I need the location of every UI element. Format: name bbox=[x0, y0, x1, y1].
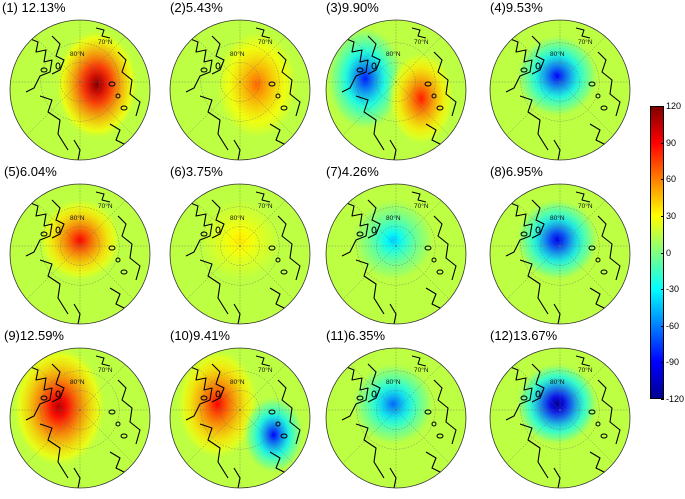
anomaly-blob bbox=[242, 395, 305, 474]
polar-map: 80°N 70°N bbox=[169, 19, 311, 161]
anomaly-blob bbox=[387, 50, 455, 146]
polar-map: 80°N 70°N bbox=[9, 19, 151, 161]
map-panel-12: (12)13.67% 80°N 70°N bbox=[480, 328, 640, 494]
latitude-label-secondary: 70°N bbox=[578, 38, 593, 46]
map-panel-2: (2)5.43% 80°N 70°N bbox=[160, 0, 320, 166]
colorbar-tick bbox=[661, 289, 664, 290]
polar-map: 80°N 70°N bbox=[325, 347, 467, 489]
polar-map: 80°N 70°N bbox=[489, 183, 631, 325]
latitude-label: 80°N bbox=[386, 378, 401, 386]
latitude-label-secondary: 70°N bbox=[258, 38, 273, 46]
panel-title: (11)6.35% bbox=[326, 328, 386, 343]
panel-title: (8)6.95% bbox=[490, 164, 543, 179]
latitude-label-secondary: 70°N bbox=[98, 202, 113, 210]
colorbar-tick bbox=[661, 143, 664, 144]
colorbar-tick-label: -60 bbox=[666, 320, 680, 331]
panel-title: (5)6.04% bbox=[4, 164, 57, 179]
latitude-label: 80°N bbox=[550, 50, 565, 58]
anomaly-blob bbox=[214, 28, 299, 141]
latitude-label-secondary: 70°N bbox=[578, 366, 593, 374]
latitude-label: 80°N bbox=[386, 50, 401, 58]
latitude-label-secondary: 70°N bbox=[258, 202, 273, 210]
colorbar-tick-label: -120 bbox=[666, 394, 685, 404]
latitude-label: 80°N bbox=[70, 50, 85, 58]
colorbar-gradient bbox=[650, 106, 664, 399]
anomaly-blob bbox=[326, 25, 405, 132]
panel-title: (6)3.75% bbox=[170, 164, 223, 179]
latitude-label-secondary: 70°N bbox=[414, 38, 429, 46]
latitude-label-secondary: 70°N bbox=[414, 202, 429, 210]
colorbar-tick bbox=[661, 216, 664, 217]
colorbar-tick bbox=[661, 362, 664, 363]
map-panel-10: (10)9.41% 80°N 70°N bbox=[160, 328, 320, 494]
panel-title: (9)12.59% bbox=[4, 328, 64, 343]
anomaly-blob bbox=[515, 34, 600, 118]
latitude-label-secondary: 70°N bbox=[258, 366, 273, 374]
panel-title: (3)9.90% bbox=[326, 0, 379, 15]
latitude-label: 80°N bbox=[230, 50, 245, 58]
panel-title: (2)5.43% bbox=[170, 0, 223, 15]
polar-map: 80°N 70°N bbox=[325, 19, 467, 161]
polar-map: 80°N 70°N bbox=[9, 183, 151, 325]
colorbar-tick bbox=[661, 179, 664, 180]
colorbar-tick-label: 120 bbox=[666, 101, 682, 111]
anomaly-blob bbox=[351, 198, 436, 282]
panel-title: (4)9.53% bbox=[490, 0, 543, 15]
colorbar-tick bbox=[661, 326, 664, 327]
anomaly-blob bbox=[515, 198, 600, 282]
latitude-label: 80°N bbox=[386, 214, 401, 222]
latitude-label-secondary: 70°N bbox=[578, 202, 593, 210]
panel-title: (10)9.41% bbox=[170, 328, 230, 343]
map-panel-6: (6)3.75% 80°N 70°N bbox=[160, 164, 320, 330]
latitude-label: 80°N bbox=[550, 378, 565, 386]
colorbar-tick-label: 0 bbox=[666, 247, 672, 258]
colorbar-tick bbox=[661, 399, 664, 400]
map-panel-7: (7)4.26% 80°N 70°N bbox=[316, 164, 476, 330]
colorbar-tick-label: 90 bbox=[666, 137, 677, 148]
colorbar-tick-label: -90 bbox=[666, 357, 680, 368]
map-panel-9: (9)12.59% 80°N 70°N bbox=[0, 328, 160, 494]
colorbar-tick-label: 30 bbox=[666, 210, 677, 221]
map-panel-8: (8)6.95% 80°N 70°N bbox=[480, 164, 640, 330]
panel-title: (7)4.26% bbox=[326, 164, 379, 179]
panel-title: (12)13.67% bbox=[490, 328, 558, 343]
polar-map: 80°N 70°N bbox=[489, 347, 631, 489]
panel-title: (1) 12.13% bbox=[2, 0, 66, 15]
anomaly-blob bbox=[351, 362, 436, 446]
map-panel-5: (5)6.04% 80°N 70°N bbox=[0, 164, 160, 330]
polar-map: 80°N 70°N bbox=[325, 183, 467, 325]
polar-map: 80°N 70°N bbox=[489, 19, 631, 161]
latitude-label: 80°N bbox=[70, 378, 85, 386]
anomaly-blob bbox=[54, 28, 139, 141]
map-panel-11: (11)6.35% 80°N 70°N bbox=[316, 328, 476, 494]
latitude-label-secondary: 70°N bbox=[98, 38, 113, 46]
latitude-label: 80°N bbox=[70, 214, 85, 222]
colorbar-tick-label: -30 bbox=[666, 284, 680, 295]
polar-map: 80°N 70°N bbox=[169, 183, 311, 325]
anomaly-blob bbox=[11, 348, 107, 469]
latitude-label-secondary: 70°N bbox=[98, 366, 113, 374]
colorbar-tick bbox=[661, 106, 664, 107]
colorbar-tick-label: 60 bbox=[666, 174, 677, 185]
colorbar bbox=[650, 106, 664, 399]
map-panel-4: (4)9.53% 80°N 70°N bbox=[480, 0, 640, 166]
polar-map: 80°N 70°N bbox=[169, 347, 311, 489]
map-panel-3: (3)9.90% 80°N 70°N bbox=[316, 0, 476, 166]
latitude-label: 80°N bbox=[550, 214, 565, 222]
polar-map: 80°N 70°N bbox=[9, 347, 151, 489]
colorbar-tick bbox=[661, 253, 664, 254]
anomaly-blob bbox=[515, 362, 600, 446]
latitude-label-secondary: 70°N bbox=[414, 366, 429, 374]
map-panel-1: (1) 12.13% 80°N 70°N bbox=[0, 0, 160, 166]
latitude-label: 80°N bbox=[230, 378, 245, 386]
latitude-label: 80°N bbox=[230, 214, 245, 222]
